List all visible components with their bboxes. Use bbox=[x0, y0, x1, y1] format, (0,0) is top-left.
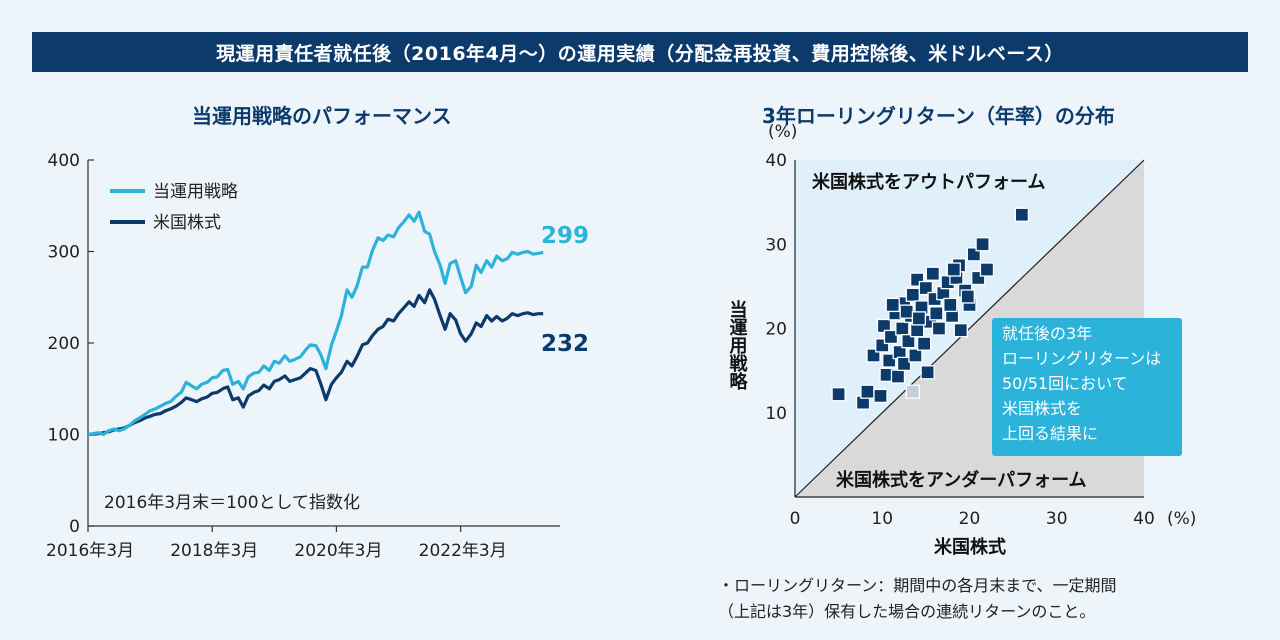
scatter-point-outperform bbox=[920, 365, 935, 380]
scatter-x-tick-label: 20 bbox=[959, 509, 981, 529]
scatter-point-outperform bbox=[975, 237, 990, 252]
scatter-point-underperform bbox=[905, 384, 920, 399]
scatter-y-tick-label: 20 bbox=[765, 320, 787, 340]
scatter-point-outperform bbox=[960, 289, 975, 304]
scatter-point-outperform bbox=[953, 323, 968, 338]
scatter-x-tick-label: 0 bbox=[790, 509, 801, 529]
scatter-x-unit: (%) bbox=[1167, 509, 1196, 529]
scatter-point-outperform bbox=[899, 304, 914, 319]
line-y-tick-label: 400 bbox=[48, 151, 80, 171]
callout-box bbox=[992, 318, 1182, 456]
scatter-point-outperform bbox=[946, 262, 961, 277]
outperform-label: 米国株式をアウトパフォーム bbox=[812, 171, 1045, 193]
legend-label-strategy: 当運用戦略 bbox=[153, 182, 238, 202]
scatter-point-outperform bbox=[918, 280, 934, 296]
scatter-y-unit: (%) bbox=[768, 122, 797, 142]
callout-line: ローリングリターンは bbox=[1002, 349, 1161, 368]
scatter-point-outperform bbox=[911, 311, 927, 326]
scatter-y-label: 当運用戦略 bbox=[727, 299, 748, 390]
scatter-y-tick-label: 30 bbox=[765, 235, 787, 255]
performance-line-chart: 0 100 200 300 400 2016年3月 2018年3月 2020年3月 2022年… bbox=[46, 151, 589, 561]
line-y-tick-label: 100 bbox=[48, 426, 80, 446]
scatter-y-tick-label: 40 bbox=[765, 151, 787, 171]
footnote-line-2: （上記は3年）保有した場合の連続リターンのこと。 bbox=[718, 602, 1096, 621]
scatter-point-outperform bbox=[1014, 207, 1029, 222]
scatter-point-outperform bbox=[908, 348, 923, 363]
scatter-x-tick-label: 30 bbox=[1046, 509, 1068, 529]
line-y-tick-label: 0 bbox=[69, 517, 80, 537]
scatter-x-tick-label: 10 bbox=[871, 509, 893, 529]
scatter-x-label: 米国株式 bbox=[934, 536, 1006, 558]
line-y-tick-label: 300 bbox=[48, 243, 80, 263]
callout-line: 上回る結果に bbox=[1002, 424, 1098, 443]
scatter-point-outperform bbox=[860, 384, 875, 399]
legend-label-us-stock: 米国株式 bbox=[153, 213, 221, 233]
scatter-point-outperform bbox=[873, 388, 888, 404]
scatter-point-outperform bbox=[901, 333, 916, 349]
strategy-line bbox=[87, 210, 544, 437]
rolling-return-scatter: 米国株式をアウトパフォーム 米国株式をアンダーパフォーム 10 20 30 40 0 1… bbox=[727, 122, 1197, 558]
scatter-point-outperform bbox=[895, 321, 910, 336]
scatter-point-outperform bbox=[929, 306, 944, 321]
strategy-end-label: 299 bbox=[541, 223, 589, 249]
scatter-y-tick-label: 10 bbox=[765, 404, 787, 424]
index-annotation: 2016年3月末＝100として指数化 bbox=[104, 493, 360, 513]
scatter-point-outperform bbox=[943, 297, 958, 313]
callout-line: 就任後の3年 bbox=[1002, 324, 1092, 343]
header-banner: 現運用責任者就任後（2016年4月〜）の運用実績（分配金再投資、費用控除後、米ド… bbox=[32, 32, 1248, 72]
scatter-point-outperform bbox=[896, 356, 912, 372]
scatter-point-outperform bbox=[885, 297, 900, 313]
scatter-x-tick-label: 40 bbox=[1133, 509, 1155, 529]
callout-line: 50/51回において bbox=[1002, 374, 1128, 393]
underperform-label: 米国株式をアンダーパフォーム bbox=[836, 469, 1087, 491]
line-x-tick-label: 2020年3月 bbox=[294, 541, 382, 561]
scatter-point-outperform bbox=[910, 323, 925, 338]
scatter-point-outperform bbox=[831, 387, 846, 402]
callout-line: 米国株式を bbox=[1002, 399, 1082, 418]
scatter-point-outperform bbox=[905, 287, 920, 302]
scatter-chart-title: 3年ローリングリターン（年率）の分布 bbox=[762, 104, 1115, 128]
scatter-point-outperform bbox=[883, 329, 899, 345]
line-x-tick-label: 2022年3月 bbox=[419, 541, 507, 561]
us-stock-line bbox=[87, 288, 544, 437]
scatter-point-outperform bbox=[882, 353, 897, 368]
line-x-tick-label: 2016年3月 bbox=[46, 541, 134, 561]
performance-chart-title: 当運用戦略のパフォーマンス bbox=[192, 104, 452, 128]
us-stock-end-label: 232 bbox=[541, 331, 589, 357]
scatter-point-outperform bbox=[979, 262, 995, 277]
scatter-point-outperform bbox=[925, 266, 941, 281]
line-x-tick-label: 2018年3月 bbox=[170, 541, 258, 561]
scatter-point-outperform bbox=[916, 336, 932, 351]
scatter-point-outperform bbox=[890, 369, 906, 384]
parity-line bbox=[794, 159, 1145, 498]
scatter-point-outperform bbox=[931, 321, 947, 336]
line-y-tick-label: 200 bbox=[48, 334, 80, 354]
footnote-line-1: ・ローリングリターン：期間中の各月末まで、一定期間 bbox=[718, 576, 1117, 595]
